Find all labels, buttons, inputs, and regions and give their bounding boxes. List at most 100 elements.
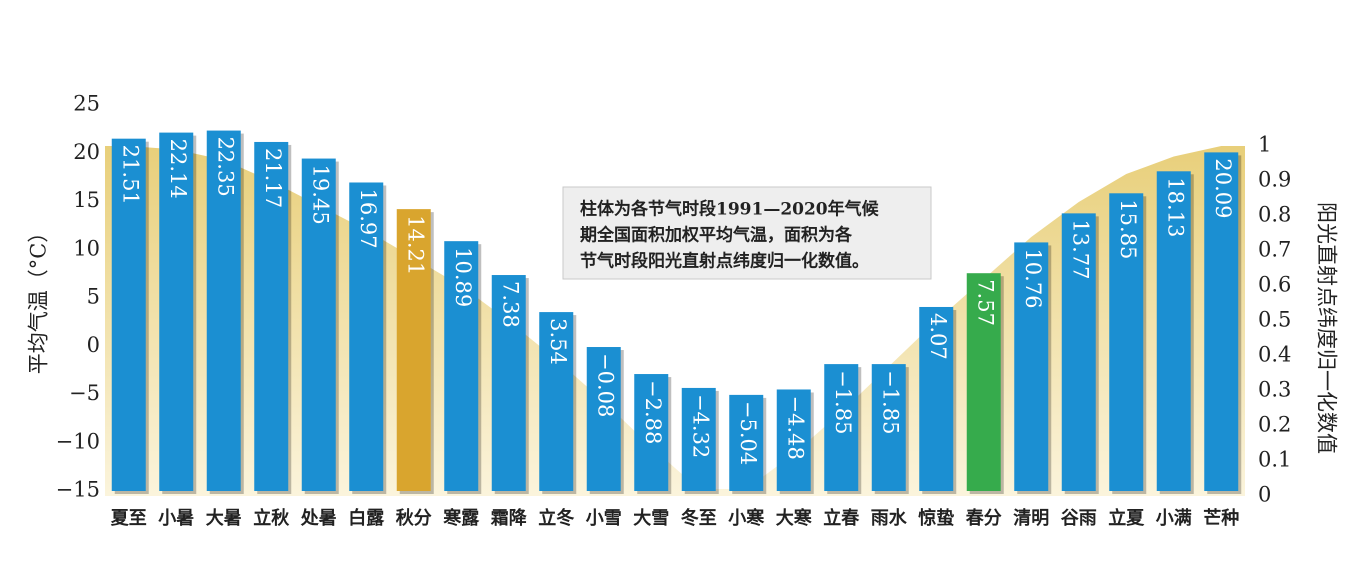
- y2-tick-label: 0.2: [1258, 413, 1291, 437]
- y2-tick-label: 0.7: [1258, 238, 1291, 262]
- y-tick-label: 10: [73, 236, 100, 260]
- bar: [111, 138, 146, 491]
- y-tick-label: 0: [87, 333, 100, 357]
- x-tick-label: 处暑: [300, 507, 337, 529]
- x-tick-label: 谷雨: [1061, 508, 1097, 529]
- value-label: −1.85: [878, 370, 902, 434]
- x-tick-label: 立冬: [538, 507, 574, 529]
- x-tick-label: 大寒: [776, 507, 813, 529]
- bar: [824, 364, 859, 491]
- x-tick-label: 白露: [348, 507, 385, 529]
- bar: [729, 394, 764, 491]
- bar: [254, 141, 289, 491]
- y-tick-label: −5: [69, 381, 100, 405]
- value-label: 3.54: [546, 318, 570, 365]
- y2-tick-label: 0.6: [1258, 273, 1291, 297]
- x-tick-label: 秋分: [396, 507, 432, 529]
- solar-area: [105, 146, 1245, 496]
- value-label: 7.38: [498, 281, 522, 328]
- bar: [586, 347, 621, 491]
- value-label: −5.04: [736, 401, 760, 465]
- y-axis-label: 平均气温（°C）: [27, 222, 51, 375]
- bar: [349, 182, 384, 491]
- x-tick-label: 冬至: [681, 507, 717, 529]
- bar: [1109, 193, 1144, 492]
- bar: [776, 389, 811, 491]
- value-label: 13.77: [1068, 219, 1092, 279]
- x-tick-label: 小雪: [586, 508, 622, 529]
- annotation-line: 柱体为各节气时段1991—2020年气候: [580, 199, 880, 220]
- bar: [966, 273, 1001, 491]
- bar: [1156, 171, 1191, 491]
- value-label: 21.51: [118, 145, 142, 205]
- value-label: 19.45: [308, 165, 332, 225]
- y-tick-label: 25: [73, 92, 100, 116]
- x-tick-label: 立秋: [253, 507, 290, 529]
- value-label: −4.32: [688, 394, 712, 458]
- y2-tick-label: 0.5: [1258, 308, 1291, 332]
- value-label: 22.14: [166, 139, 190, 199]
- bar: [1204, 152, 1239, 491]
- bar: [634, 374, 669, 491]
- x-tick-label: 清明: [1013, 508, 1049, 529]
- value-label: 10.76: [1021, 248, 1045, 308]
- y2-axis-label: 阳光直射点纬度归一化数值: [1315, 202, 1339, 454]
- annotation-line: 期全国面积加权平均气温，面积为各: [580, 225, 853, 246]
- y-tick-label: 15: [73, 188, 100, 212]
- value-label: 15.85: [1116, 199, 1140, 259]
- value-label: 20.09: [1211, 158, 1235, 218]
- y2-tick-label: 0.4: [1258, 343, 1291, 367]
- x-tick-label: 霜降: [490, 507, 528, 529]
- value-label: −2.88: [641, 380, 665, 444]
- bar: [491, 275, 526, 491]
- x-tick-label: 小满: [1156, 507, 1192, 529]
- bar: [444, 241, 479, 491]
- bar: [1014, 242, 1049, 491]
- x-tick-label: 小暑: [158, 508, 194, 529]
- y-tick-label: −15: [56, 478, 100, 502]
- y2-tick-label: 1: [1258, 133, 1271, 157]
- bar: [301, 158, 336, 491]
- y-tick-label: −10: [56, 429, 100, 453]
- x-tick-label: 立夏: [1108, 507, 1145, 529]
- x-tick-label: 寒露: [442, 507, 480, 529]
- x-tick-label: 雨水: [871, 507, 908, 529]
- x-tick-label: 春分: [966, 507, 1002, 529]
- bar: [396, 209, 431, 491]
- value-label: 4.07: [926, 313, 950, 360]
- x-tick-label: 芒种: [1203, 507, 1239, 529]
- x-tick-label: 大暑: [206, 507, 242, 529]
- x-tick-label: 惊蛰: [918, 507, 954, 529]
- bar: [871, 364, 906, 491]
- bar: [681, 387, 716, 491]
- y-tick-label: 20: [73, 140, 100, 164]
- bar: [539, 312, 574, 491]
- value-label: 16.97: [356, 188, 380, 248]
- y2-tick-label: 0.1: [1258, 448, 1291, 472]
- bar: [159, 132, 194, 491]
- annotation-box: [562, 186, 932, 280]
- value-label: 18.13: [1163, 177, 1187, 237]
- value-label: 22.35: [213, 137, 237, 197]
- y2-tick-label: 0.3: [1258, 378, 1291, 402]
- value-label: 14.21: [403, 215, 427, 275]
- bar: [1061, 213, 1096, 491]
- bar: [206, 130, 241, 491]
- y2-tick-label: 0.8: [1258, 203, 1291, 227]
- value-label: −4.48: [783, 395, 807, 459]
- y2-tick-label: 0: [1258, 483, 1271, 507]
- x-tick-label: 大雪: [633, 507, 669, 529]
- value-label: −0.08: [593, 353, 617, 417]
- y-tick-label: 5: [87, 285, 100, 309]
- value-label: 21.17: [261, 148, 285, 208]
- x-tick-label: 小寒: [728, 507, 765, 529]
- x-tick-label: 夏至: [111, 508, 147, 529]
- bar: [919, 306, 954, 491]
- value-label: 7.57: [973, 279, 997, 326]
- y2-tick-label: 0.9: [1258, 168, 1291, 192]
- value-label: 10.89: [451, 247, 475, 307]
- annotation-line: 节气时段阳光直射点纬度归一化数值。: [580, 251, 869, 272]
- x-tick-label: 立春: [823, 507, 860, 529]
- value-label: −1.85: [831, 370, 855, 434]
